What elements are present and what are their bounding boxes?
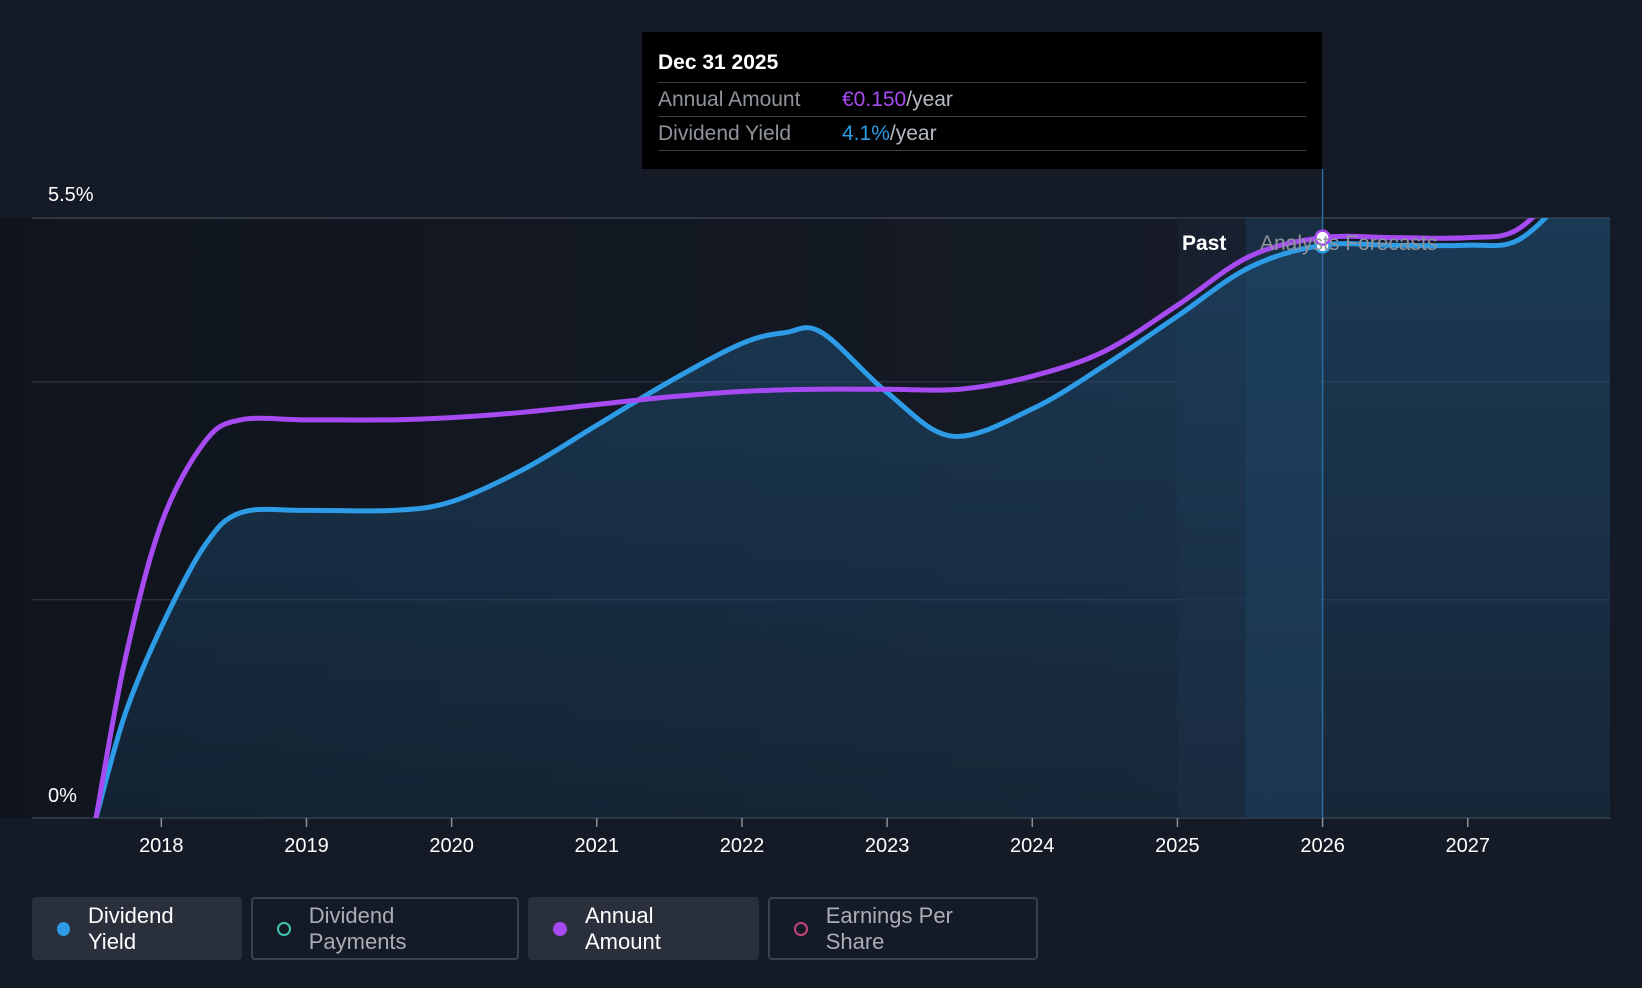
x-tick-label: 2025 xyxy=(1155,835,1200,857)
legend-dot-icon xyxy=(553,921,567,936)
legend-annual-amount[interactable]: Annual Amount xyxy=(528,897,759,960)
legend-dividend-yield[interactable]: Dividend Yield xyxy=(32,897,242,960)
x-tick-label: 2024 xyxy=(1010,835,1055,857)
x-tick-label: 2022 xyxy=(720,835,765,857)
tooltip-row-annual-amount: Annual Amount €0.150 /year xyxy=(658,82,1306,116)
annual-amount-marker xyxy=(1314,229,1331,246)
tooltip: Dec 31 2025 Annual Amount €0.150 /year D… xyxy=(642,32,1322,169)
legend-earnings-per-share[interactable]: Earnings Per Share xyxy=(768,897,1038,960)
tooltip-value: 4.1% xyxy=(842,122,890,145)
x-tick-label: 2019 xyxy=(284,835,329,857)
tooltip-row-dividend-yield: Dividend Yield 4.1% /year xyxy=(658,116,1306,151)
tooltip-label: Dividend Yield xyxy=(658,122,792,145)
x-tick-label: 2018 xyxy=(139,835,184,857)
legend-dot-icon xyxy=(277,921,291,936)
x-tick-label: 2020 xyxy=(429,835,474,857)
y-tick-label-bottom: 0% xyxy=(48,785,77,807)
legend: Dividend Yield Dividend Payments Annual … xyxy=(32,897,1038,960)
dividend-yield-line xyxy=(93,218,1549,818)
legend-label: Dividend Payments xyxy=(308,902,407,954)
tooltip-value: €0.150 xyxy=(842,88,907,111)
tooltip-unit: /year xyxy=(906,88,953,111)
annual-amount-line xyxy=(93,218,1536,818)
x-tick-label: 2027 xyxy=(1445,835,1490,857)
legend-label: Earnings Per Share xyxy=(825,902,953,954)
y-tick-label-top: 5.5% xyxy=(48,184,94,206)
forecast-label: Analysts Forecasts xyxy=(1260,232,1437,255)
legend-label: Annual Amount xyxy=(584,902,661,954)
dividend-yield-area xyxy=(96,218,1610,818)
legend-dividend-payments[interactable]: Dividend Payments xyxy=(251,897,519,960)
legend-dot-icon xyxy=(794,921,808,936)
x-tick-label: 2026 xyxy=(1300,835,1345,857)
x-tick-label: 2021 xyxy=(575,835,620,857)
legend-label: Dividend Yield xyxy=(87,902,174,954)
x-tick-label: 2023 xyxy=(865,835,910,857)
tooltip-label: Annual Amount xyxy=(658,88,801,111)
legend-dot-icon xyxy=(57,921,70,936)
tooltip-unit: /year xyxy=(889,122,937,145)
past-label: Past xyxy=(1182,232,1226,255)
tooltip-date: Dec 31 2025 xyxy=(658,51,779,74)
